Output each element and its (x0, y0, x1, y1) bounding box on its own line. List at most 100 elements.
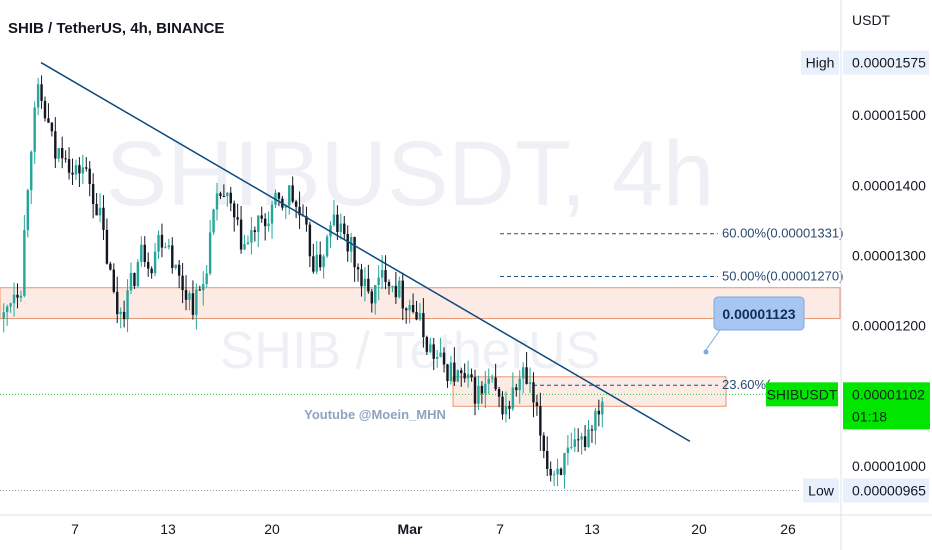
candle-body (318, 254, 322, 268)
candle-body (346, 233, 349, 252)
candle-body (57, 148, 60, 159)
candle-body (477, 385, 480, 404)
candle-body (470, 374, 473, 378)
candle-body (446, 364, 449, 382)
candle (411, 293, 415, 314)
low-tag-label: Low (808, 482, 835, 498)
candle-body (566, 447, 570, 454)
candle (425, 335, 429, 355)
candle-body (81, 167, 85, 174)
candle (215, 182, 219, 221)
candle (291, 176, 294, 204)
candle (570, 432, 573, 450)
candle-body (229, 192, 232, 204)
candle (253, 226, 257, 242)
candle-body (422, 313, 425, 338)
candle-body (140, 244, 143, 262)
candle-body (288, 185, 291, 206)
candle (329, 221, 332, 249)
candle (47, 103, 50, 123)
candle-body (411, 305, 415, 312)
candle (539, 392, 542, 451)
y-tick-label: 0.00001500 (852, 107, 926, 123)
candle (583, 425, 587, 451)
candle (98, 193, 102, 223)
candle (501, 391, 504, 420)
candle (446, 363, 449, 388)
candle (573, 427, 576, 453)
candle-body (336, 214, 339, 232)
candle (298, 191, 301, 230)
candle-body (552, 474, 556, 476)
candle (463, 363, 466, 383)
candle-body (374, 285, 377, 304)
candle-body (129, 272, 133, 291)
candle (508, 400, 511, 420)
candle (315, 241, 318, 275)
candle-body (239, 219, 243, 250)
candle-body (463, 373, 466, 379)
x-tick-label: 20 (264, 521, 280, 537)
candle (576, 428, 580, 453)
candle-body (232, 203, 236, 218)
candle-body (246, 242, 250, 245)
candle (453, 347, 456, 386)
candle-body (126, 290, 129, 320)
candle (288, 184, 291, 215)
candle-body (525, 367, 528, 384)
candle (222, 184, 226, 198)
candle (460, 367, 463, 387)
candle (384, 255, 387, 290)
candle-body (549, 468, 552, 476)
candle-body (257, 215, 260, 233)
candle (497, 386, 501, 408)
candle-body (515, 387, 518, 391)
candle-body (181, 275, 184, 291)
candle (246, 235, 250, 245)
candle-body (277, 192, 281, 199)
candle-body (425, 337, 429, 352)
candle (563, 452, 566, 489)
candle (195, 283, 198, 330)
candle (30, 150, 33, 205)
candle-body (133, 272, 136, 287)
candle-body (188, 293, 191, 300)
candle-body (260, 215, 263, 219)
high-tag-label: High (806, 55, 835, 71)
price-callout: 0.00001123 (703, 296, 805, 355)
candle (16, 283, 19, 309)
candle-body (150, 268, 153, 274)
candle-body (308, 224, 312, 257)
candle-body (298, 206, 301, 216)
candle (377, 265, 380, 301)
x-tick-label: 13 (160, 521, 176, 537)
candle (263, 213, 267, 241)
candle-body (466, 374, 470, 379)
candle-body (518, 378, 521, 391)
candle-body (442, 352, 446, 365)
candle (587, 420, 590, 448)
y-tick-label: 0.00001000 (852, 458, 926, 474)
candle-body (212, 209, 215, 233)
candle (33, 101, 36, 164)
candle (239, 205, 243, 254)
x-tick-label: 26 (780, 521, 796, 537)
candle-body (391, 285, 394, 287)
candle-body (71, 172, 74, 175)
candle-body (291, 185, 294, 202)
candle-body (136, 261, 140, 287)
candle-body (408, 305, 411, 311)
candle-body (30, 151, 33, 191)
candle-body (573, 439, 576, 447)
candle-body (418, 313, 422, 320)
candle-body (456, 370, 460, 382)
candle-body (164, 247, 167, 249)
candle (2, 303, 5, 333)
candle-body (576, 439, 580, 441)
candle (521, 362, 525, 394)
candle (339, 213, 343, 240)
candle (60, 136, 64, 169)
candle (380, 255, 384, 290)
candle (229, 186, 232, 212)
high-value: 0.00001575 (852, 55, 926, 71)
